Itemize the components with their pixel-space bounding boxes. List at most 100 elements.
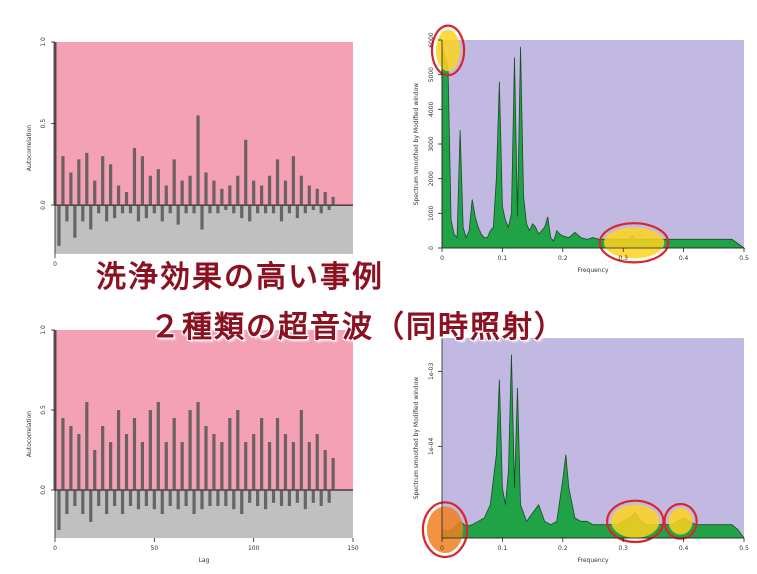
acf-bar <box>315 434 319 490</box>
x-tick-label: 0.4 <box>679 255 689 262</box>
acf-bar <box>124 192 129 206</box>
acf-bar <box>184 490 188 506</box>
acf-bar <box>57 490 61 530</box>
acf-bar <box>148 175 152 206</box>
acf-bar <box>97 205 101 214</box>
acf-bar <box>156 402 160 490</box>
x-tick-label: 150 <box>347 545 359 552</box>
acf-bar <box>200 205 204 230</box>
acf-bar <box>140 156 145 206</box>
acf-bar <box>295 205 299 219</box>
acf-bar <box>164 442 168 490</box>
acf-bar <box>128 205 133 214</box>
acf-bar <box>236 410 240 490</box>
acf-bar <box>73 490 77 506</box>
acf-bar <box>105 490 109 514</box>
x-tick-label: 0 <box>53 261 57 268</box>
acf-bar <box>113 490 117 506</box>
acf-bar <box>180 180 184 206</box>
acf-bar <box>85 402 89 490</box>
acf-bar <box>299 175 303 206</box>
x-tick-label: 0.5 <box>739 545 749 552</box>
acf-bar <box>240 490 244 514</box>
acf-bar <box>77 159 81 206</box>
highlight-blob <box>603 227 665 259</box>
acf-bar <box>73 205 77 238</box>
acf-bar <box>188 410 192 490</box>
x-tick-label: 0.1 <box>498 545 508 552</box>
acf-bar <box>311 490 315 503</box>
acf-bar <box>212 434 216 490</box>
highlight-blob <box>435 29 461 72</box>
acf-bar <box>152 490 156 510</box>
acf-bar <box>279 490 284 506</box>
x-tick-label: 100 <box>248 545 260 552</box>
acf-bar <box>252 180 256 206</box>
acf-bar <box>224 205 228 210</box>
spectrum-chart-top-svg: 0 0.1 0.2 0.3 0.4 0.5 0 1000 2000 3000 4000 5000 600… <box>413 24 749 274</box>
x-axis-label: Lag <box>199 557 210 564</box>
acf-bar <box>323 450 327 490</box>
acf-bar <box>331 458 335 490</box>
plot-background <box>442 40 744 248</box>
acf-bar <box>299 410 303 490</box>
highlight-circle <box>598 222 670 264</box>
acf-bar <box>311 205 315 210</box>
acf-bar <box>192 205 196 214</box>
acf-bar <box>156 169 160 206</box>
positive-region-bg <box>55 330 353 490</box>
y-tick-label: 0.0 <box>40 485 47 495</box>
acf-bar <box>168 490 172 506</box>
acf-bar <box>132 418 137 490</box>
acf-bar <box>89 205 93 230</box>
y-tick-label: 1e-04 <box>428 437 435 454</box>
y-tick-label: 5000 <box>428 67 435 82</box>
acf-bar <box>271 205 276 214</box>
positive-region-bg <box>55 42 353 206</box>
spectrum-chart-top: 0 0.1 0.2 0.3 0.4 0.5 0 1000 2000 3000 4000 5000 600… <box>388 24 757 278</box>
acf-bar <box>132 148 137 206</box>
acf-bar <box>196 402 200 490</box>
acf-bar <box>69 426 73 490</box>
acf-bar <box>101 426 105 490</box>
acf-bar <box>109 442 113 490</box>
acf-bar <box>220 442 224 490</box>
acf-bar <box>295 490 299 503</box>
negative-region-bg <box>55 205 353 254</box>
acf-bar <box>283 180 288 206</box>
acf-bar <box>116 185 121 206</box>
acf-bar <box>172 418 176 490</box>
acf-bar <box>287 490 292 506</box>
acf-bar <box>267 442 272 490</box>
acf-bar <box>263 490 268 510</box>
y-tick-label: 0 <box>428 246 435 250</box>
highlight-blob <box>426 506 464 553</box>
acf-bar <box>81 205 85 222</box>
acf-bar <box>144 490 148 506</box>
x-tick-label: 0 <box>440 545 444 552</box>
acf-bar <box>212 180 216 206</box>
acf-bar <box>248 205 252 222</box>
acf-bar <box>228 418 232 490</box>
acf-bar <box>176 490 180 510</box>
acf-bar <box>89 490 93 522</box>
acf-bar <box>267 175 272 206</box>
acf-bar <box>220 188 224 206</box>
x-tick-label: 0.2 <box>558 255 568 262</box>
acf-bar <box>160 490 164 514</box>
acf-bar <box>228 185 232 206</box>
acf-bar <box>275 418 280 490</box>
acf-bar <box>271 490 276 503</box>
acf-bar <box>136 205 141 222</box>
acf-bar <box>136 490 141 510</box>
acf-bar <box>323 192 327 206</box>
acf-bar <box>124 434 129 490</box>
acf-bar <box>160 205 164 222</box>
acf-bar <box>105 205 109 222</box>
acf-bar <box>331 196 335 206</box>
acf-bar <box>77 434 81 490</box>
acf-bar <box>319 205 323 214</box>
acf-bar <box>184 205 188 214</box>
autocorrelation-chart-top: 0.0 0.5 1.0 0 Autocorrelation <box>0 30 370 268</box>
acf-bar <box>85 152 89 206</box>
